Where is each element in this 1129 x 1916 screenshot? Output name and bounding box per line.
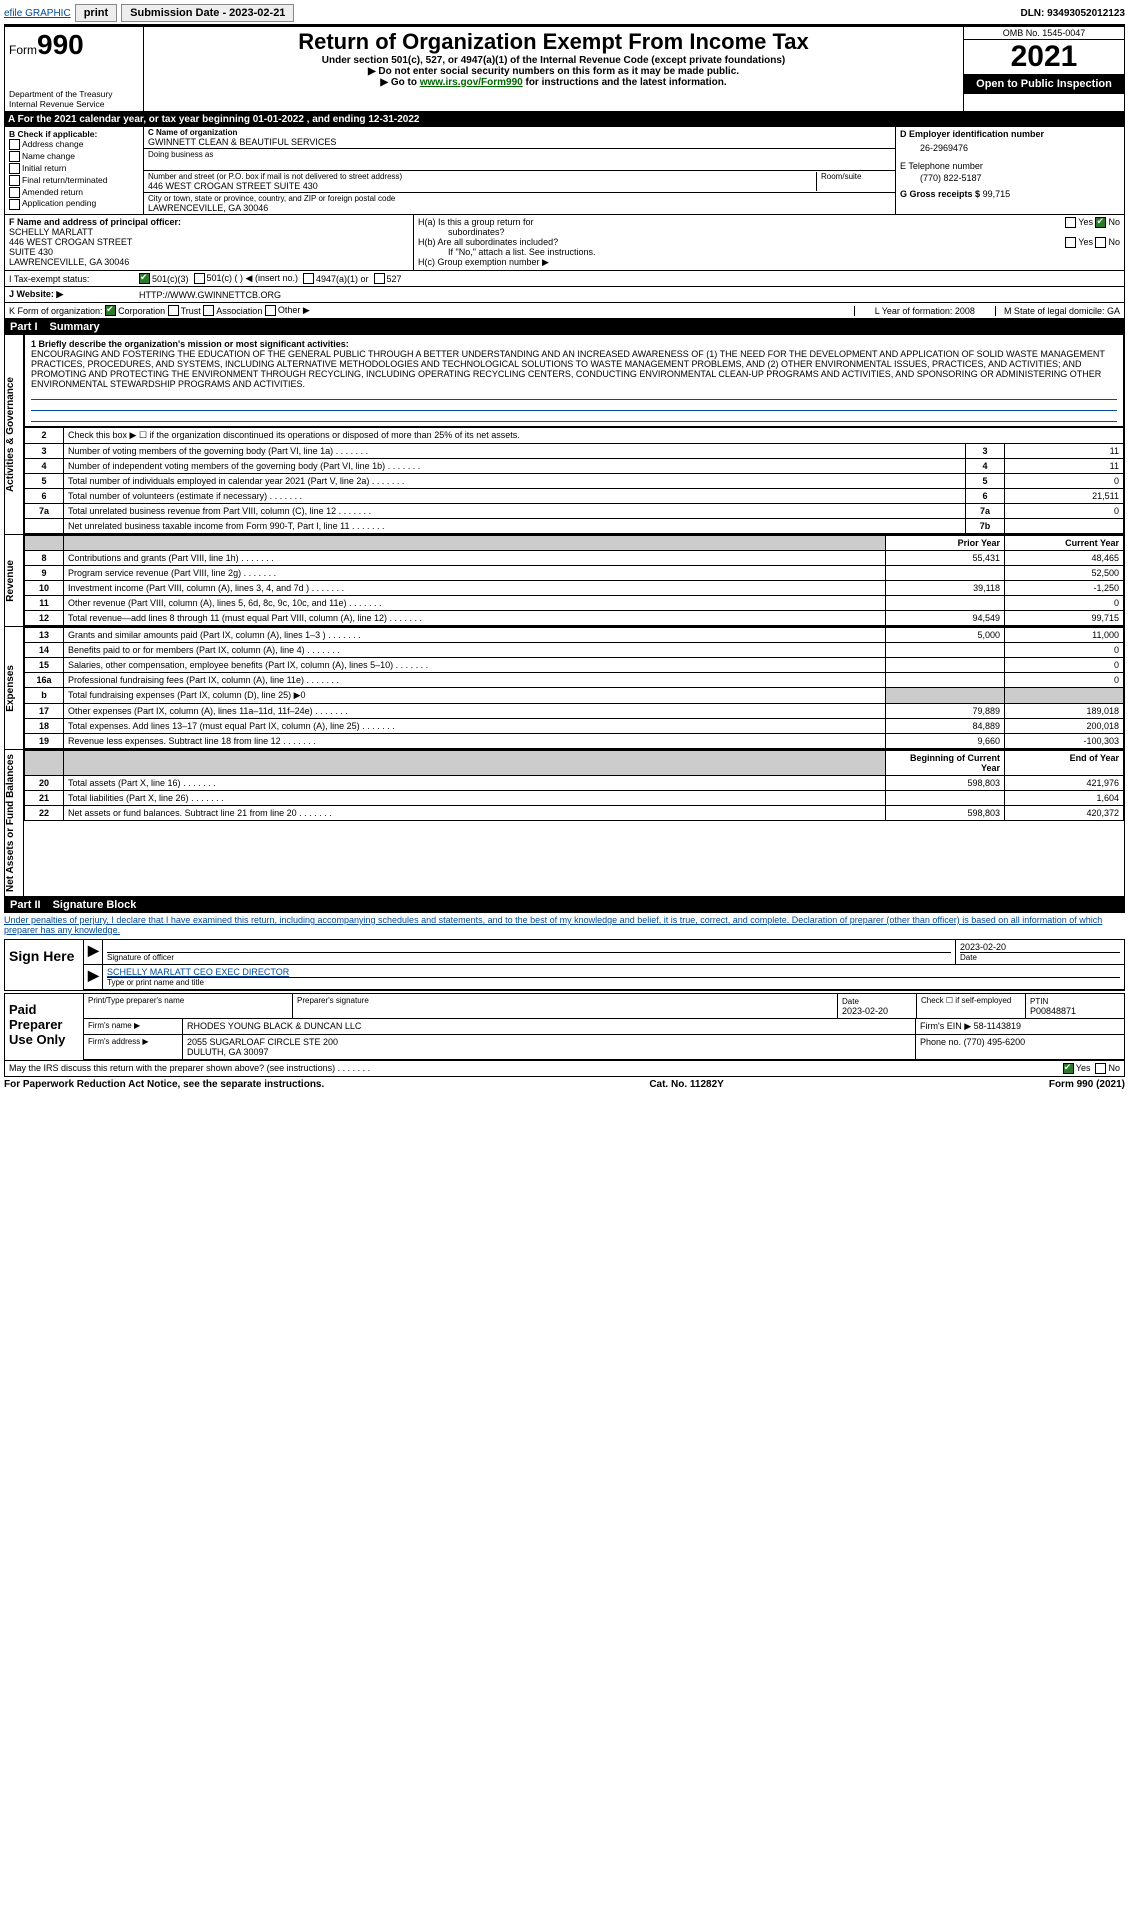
irs-gov-link[interactable]: www.irs.gov/Form990 [420,77,523,88]
part-i-header: Part ISummary [4,319,1125,335]
expenses-table: 13Grants and similar amounts paid (Part … [24,627,1124,749]
form-number: 990 [37,29,84,60]
checkbox-name-change[interactable] [9,151,20,162]
state-domicile: M State of legal domicile: GA [995,306,1120,316]
tax-exempt-row: I Tax-exempt status: 501(c)(3) 501(c) ( … [4,271,1125,287]
discuss-row: May the IRS discuss this return with the… [4,1061,1125,1077]
subdate-button[interactable]: Submission Date - 2023-02-21 [121,4,294,22]
org-city: LAWRENCEVILLE, GA 30046 [148,203,891,213]
omb-number: OMB No. 1545-0047 [964,27,1124,40]
phone-value: (770) 822-5187 [900,171,1120,189]
expenses-section: Expenses 13Grants and similar amounts pa… [4,627,1125,750]
irs-label: Internal Revenue Service [9,99,139,109]
top-toolbar: efile GRAPHIC print Submission Date - 20… [4,4,1125,26]
arrow-icon: ▶ [84,940,103,964]
side-label-expenses: Expenses [5,661,23,716]
checkbox-amended[interactable] [9,187,20,198]
subtitle-2: ▶ Do not enter social security numbers o… [148,66,959,77]
side-label-actgov: Activities & Governance [5,373,23,496]
website-value: HTTP://WWW.GWINNETTCB.ORG [139,290,281,300]
part-ii-header: Part IISignature Block [4,897,1125,913]
mission-text: ENCOURAGING AND FOSTERING THE EDUCATION … [31,349,1117,389]
website-row: J Website: ▶ HTTP://WWW.GWINNETTCB.ORG [4,287,1125,303]
dept-label: Department of the Treasury [9,89,139,99]
section-fh: F Name and address of principal officer:… [4,215,1125,271]
year-formation: L Year of formation: 2008 [854,306,995,316]
org-name: GWINNETT CLEAN & BEAUTIFUL SERVICES [148,137,891,147]
net-assets-section: Net Assets or Fund Balances Beginning of… [4,750,1125,897]
checkbox-527[interactable] [374,273,385,284]
org-address: 446 WEST CROGAN STREET SUITE 430 [148,181,816,191]
form-title: Return of Organization Exempt From Incom… [148,29,959,55]
box-b: B Check if applicable: Address change Na… [5,127,144,214]
revenue-table: Prior YearCurrent Year 8Contributions an… [24,535,1124,626]
penalties-text: Under penalties of perjury, I declare th… [4,913,1125,937]
box-deg: D Employer identification number 26-2969… [896,127,1124,214]
checkbox-hb-yes[interactable] [1065,237,1076,248]
checkbox-ha-no[interactable] [1095,217,1106,228]
subtitle-1: Under section 501(c), 527, or 4947(a)(1)… [148,55,959,66]
print-button[interactable]: print [75,4,117,22]
checkbox-assoc[interactable] [203,305,214,316]
arrow-icon: ▶ [84,965,103,989]
firm-name: RHODES YOUNG BLACK & DUNCAN LLC [183,1019,916,1034]
efile-link[interactable]: efile GRAPHIC [4,8,71,19]
paid-preparer-section: Paid Preparer Use Only Print/Type prepar… [4,993,1125,1061]
checkbox-501c3[interactable] [139,273,150,284]
checkbox-address-change[interactable] [9,139,20,150]
paid-preparer-label: Paid Preparer Use Only [5,994,84,1060]
box-c: C Name of organizationGWINNETT CLEAN & B… [144,127,896,214]
sign-here-section: Sign Here ▶ Signature of officer 2023-02… [4,939,1125,991]
section-abcd: B Check if applicable: Address change Na… [4,127,1125,215]
footer: For Paperwork Reduction Act Notice, see … [4,1077,1125,1092]
checkbox-corp[interactable] [105,305,116,316]
gross-receipts: 99,715 [983,189,1011,199]
form-word: Form [9,43,37,57]
dln-label: DLN: 93493052012123 [1020,8,1125,19]
open-public-badge: Open to Public Inspection [964,74,1124,94]
ein-value: 26-2969476 [900,139,1120,161]
sign-here-label: Sign Here [5,940,84,990]
checkbox-discuss-no[interactable] [1095,1063,1106,1074]
tax-year: 2021 [964,40,1124,74]
revenue-section: Revenue Prior YearCurrent Year 8Contribu… [4,535,1125,627]
checkbox-501c[interactable] [194,273,205,284]
checkbox-4947[interactable] [303,273,314,284]
checkbox-discuss-yes[interactable] [1063,1063,1074,1074]
checkbox-other[interactable] [265,305,276,316]
org-form-row: K Form of organization: Corporation Trus… [4,303,1125,319]
form-header: Form990 Department of the Treasury Inter… [4,26,1125,112]
side-label-netassets: Net Assets or Fund Balances [5,750,23,896]
calendar-year-bar: A For the 2021 calendar year, or tax yea… [4,112,1125,127]
checkbox-initial-return[interactable] [9,163,20,174]
checkbox-final-return[interactable] [9,175,20,186]
officer-name: SCHELLY MARLATT CEO EXEC DIRECTOR [107,967,1120,977]
activities-governance-section: Activities & Governance 1 Briefly descri… [4,335,1125,535]
checkbox-hb-no[interactable] [1095,237,1106,248]
checkbox-ha-yes[interactable] [1065,217,1076,228]
checkbox-trust[interactable] [168,305,179,316]
checkbox-app-pending[interactable] [9,199,20,210]
side-label-revenue: Revenue [5,556,23,606]
net-assets-table: Beginning of Current YearEnd of Year 20T… [24,750,1124,821]
governance-table: 2Check this box ▶ ☐ if the organization … [24,427,1124,534]
